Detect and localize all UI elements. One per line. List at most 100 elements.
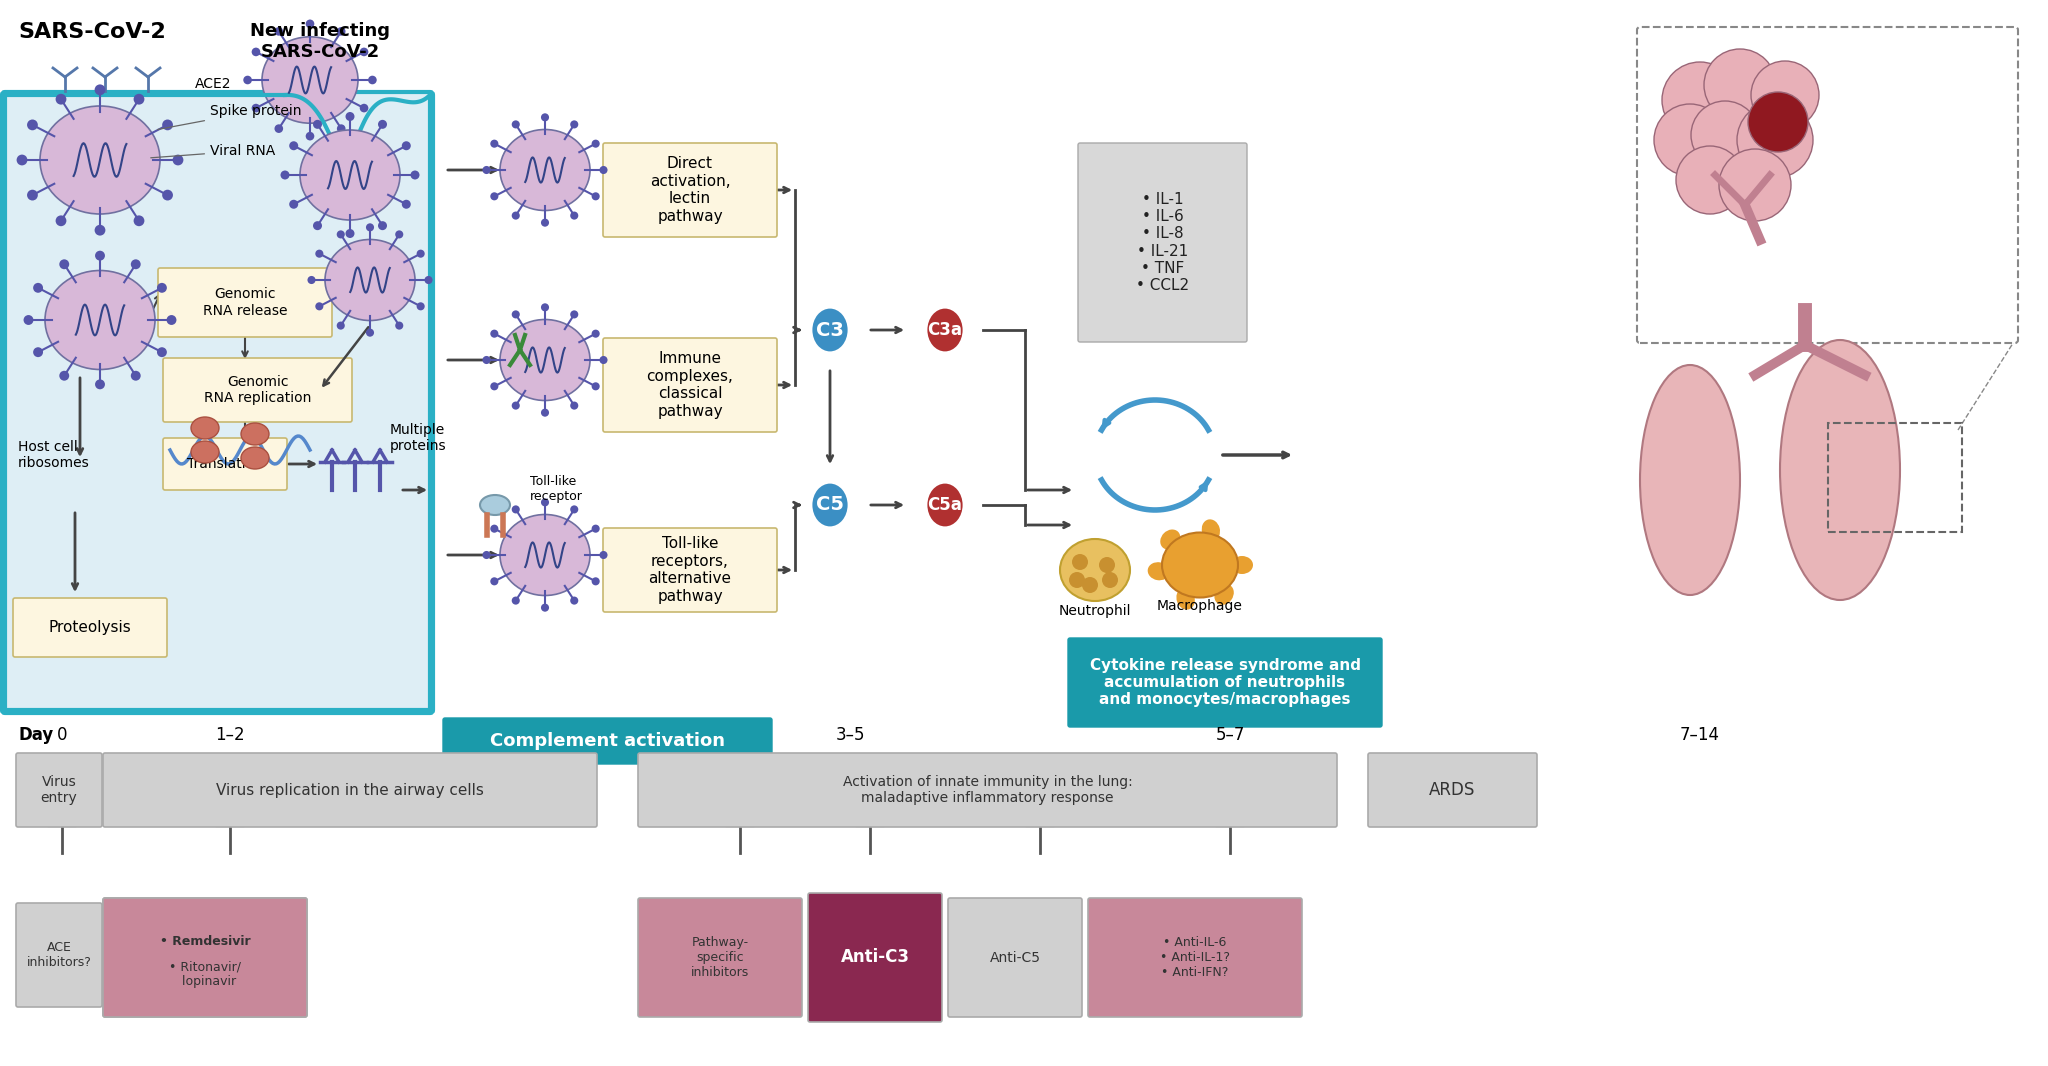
Circle shape <box>369 76 377 84</box>
Text: Multiple
proteins: Multiple proteins <box>389 423 446 453</box>
Circle shape <box>33 282 43 293</box>
Text: Host cell
ribosomes: Host cell ribosomes <box>18 440 90 470</box>
Text: • Remdesivir: • Remdesivir <box>160 935 250 948</box>
Text: 0: 0 <box>57 726 68 744</box>
Text: • Remdesivir
• Ritonavir/
  lopinavir: • Remdesivir • Ritonavir/ lopinavir <box>160 936 250 979</box>
Text: ARDS: ARDS <box>1430 781 1477 800</box>
FancyBboxPatch shape <box>164 358 352 422</box>
Circle shape <box>133 94 145 104</box>
Text: Anti-C5: Anti-C5 <box>989 951 1040 965</box>
Circle shape <box>281 171 289 179</box>
Circle shape <box>166 316 176 325</box>
Circle shape <box>131 371 141 381</box>
Circle shape <box>592 383 600 390</box>
Circle shape <box>569 310 578 319</box>
Circle shape <box>23 316 33 325</box>
Circle shape <box>16 155 27 165</box>
Circle shape <box>252 103 260 112</box>
Circle shape <box>131 259 141 270</box>
Circle shape <box>244 76 252 84</box>
Text: Viral RNA: Viral RNA <box>152 144 274 158</box>
Ellipse shape <box>811 482 850 528</box>
Ellipse shape <box>926 307 965 353</box>
Circle shape <box>592 329 600 338</box>
Circle shape <box>512 310 520 319</box>
Circle shape <box>94 251 104 260</box>
Text: Cytokine release syndrome and
accumulation of neutrophils
and monocytes/macropha: Cytokine release syndrome and accumulati… <box>1090 658 1360 708</box>
Circle shape <box>569 120 578 129</box>
Circle shape <box>1100 558 1114 574</box>
Text: ACE2: ACE2 <box>195 77 231 91</box>
Circle shape <box>489 524 498 533</box>
Circle shape <box>162 190 172 200</box>
Circle shape <box>592 192 600 200</box>
Circle shape <box>395 322 403 329</box>
Ellipse shape <box>1202 519 1221 542</box>
Text: Toll-like
receptor: Toll-like receptor <box>530 475 584 503</box>
Circle shape <box>489 140 498 148</box>
Ellipse shape <box>45 271 156 370</box>
Circle shape <box>489 329 498 338</box>
Circle shape <box>489 578 498 585</box>
Circle shape <box>94 379 104 389</box>
FancyBboxPatch shape <box>1368 753 1536 827</box>
Circle shape <box>336 322 344 329</box>
Circle shape <box>483 356 492 365</box>
Text: 1–2: 1–2 <box>215 726 246 744</box>
Ellipse shape <box>1147 562 1169 580</box>
Circle shape <box>307 276 315 284</box>
Ellipse shape <box>1780 340 1901 600</box>
Ellipse shape <box>500 320 590 401</box>
FancyBboxPatch shape <box>164 438 287 490</box>
Ellipse shape <box>190 417 219 439</box>
Ellipse shape <box>479 495 510 515</box>
Text: Virus
entry: Virus entry <box>41 775 78 805</box>
Circle shape <box>336 230 344 239</box>
Circle shape <box>1071 554 1087 570</box>
Circle shape <box>569 402 578 409</box>
FancyBboxPatch shape <box>442 718 772 764</box>
Text: Anti-C3: Anti-C3 <box>840 949 909 967</box>
FancyBboxPatch shape <box>602 143 776 237</box>
Ellipse shape <box>242 423 268 445</box>
Text: Toll-like
receptors,
alternative
pathway: Toll-like receptors, alternative pathway <box>649 536 731 603</box>
Circle shape <box>94 225 104 236</box>
Circle shape <box>395 230 403 239</box>
Text: Complement activation: Complement activation <box>489 732 725 750</box>
Circle shape <box>592 140 600 148</box>
Circle shape <box>1692 101 1759 169</box>
FancyBboxPatch shape <box>16 753 102 827</box>
Circle shape <box>252 48 260 56</box>
Circle shape <box>1751 61 1819 129</box>
Circle shape <box>313 221 322 230</box>
Circle shape <box>569 211 578 220</box>
Circle shape <box>379 119 387 129</box>
Circle shape <box>133 215 145 226</box>
Text: Genomic
RNA replication: Genomic RNA replication <box>205 375 311 405</box>
Text: C5: C5 <box>815 496 844 515</box>
Text: 7–14: 7–14 <box>1679 726 1720 744</box>
FancyBboxPatch shape <box>1077 143 1247 342</box>
Circle shape <box>1069 572 1085 588</box>
Circle shape <box>346 229 354 238</box>
Circle shape <box>1081 577 1098 593</box>
Circle shape <box>379 221 387 230</box>
Circle shape <box>483 166 492 174</box>
Circle shape <box>367 328 375 337</box>
Ellipse shape <box>299 130 399 220</box>
Circle shape <box>59 371 70 381</box>
Ellipse shape <box>262 37 358 124</box>
FancyBboxPatch shape <box>602 338 776 432</box>
Circle shape <box>55 94 66 104</box>
Circle shape <box>360 103 369 112</box>
Circle shape <box>569 597 578 604</box>
Text: Immune
complexes,
classical
pathway: Immune complexes, classical pathway <box>647 352 733 419</box>
Circle shape <box>483 551 492 559</box>
Circle shape <box>541 304 549 311</box>
Ellipse shape <box>1640 365 1741 595</box>
FancyBboxPatch shape <box>158 268 332 337</box>
Text: Day: Day <box>18 726 53 744</box>
Circle shape <box>172 155 184 165</box>
Circle shape <box>592 578 600 585</box>
Text: 5–7: 5–7 <box>1214 726 1245 744</box>
